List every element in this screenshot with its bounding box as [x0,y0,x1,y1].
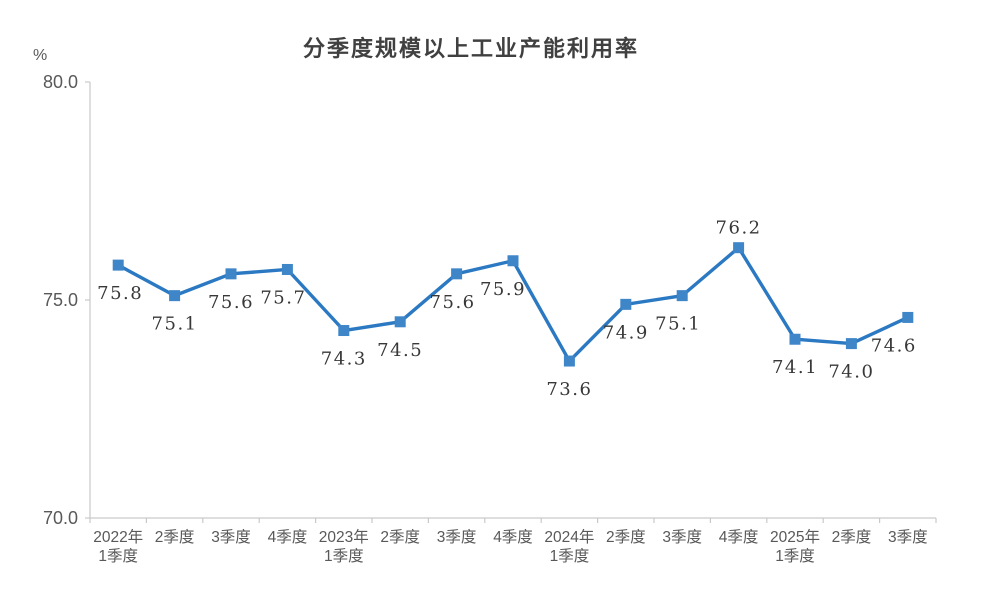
data-point-marker [112,259,124,271]
data-point-label: 74.1 [772,357,818,378]
data-point-label: 74.0 [828,362,874,383]
data-point-label: 74.5 [377,340,423,361]
data-point-marker [789,333,801,345]
data-point-marker [169,290,181,302]
y-tick-label: 75.0 [43,290,78,310]
x-tick-label: 3季度 [662,528,702,546]
data-point-marker [845,338,857,350]
x-tick-label: 3季度 [888,528,928,546]
x-tick-label: 4季度 [268,528,308,546]
y-axis-unit-label: % [33,47,48,64]
data-point-label: 76.2 [716,218,762,239]
y-tick-label: 80.0 [43,72,78,92]
data-point-marker [338,325,350,337]
x-tick-label: 2023年 1季度 [319,528,369,565]
chart-title: 分季度规模以上工业产能利用率 [302,36,639,61]
x-tick-label: 2季度 [380,528,420,546]
y-tick-label: 70.0 [43,508,78,528]
data-point-label: 75.8 [97,283,143,304]
x-tick-label: 2季度 [832,528,872,546]
data-point-label: 74.6 [871,335,917,356]
data-point-marker [733,242,745,254]
data-point-marker [507,255,519,267]
data-point-marker [451,268,463,280]
data-point-marker [394,316,406,328]
x-tick-label: 2024年 1季度 [544,528,594,565]
data-point-marker [281,263,293,275]
x-tick-label: 2季度 [606,528,646,546]
data-point-marker [902,311,914,323]
data-point-label: 75.1 [655,314,701,335]
data-point-label: 75.1 [152,314,198,335]
data-point-marker [225,268,237,280]
x-tick-label: 2025年 1季度 [770,528,820,565]
data-point-marker [620,298,632,310]
data-point-label: 74.9 [603,322,649,343]
data-point-label: 75.7 [260,287,306,308]
data-point-label: 74.3 [321,349,367,370]
data-point-marker [563,355,575,367]
x-tick-label: 4季度 [719,528,759,546]
x-tick-label: 3季度 [437,528,477,546]
data-point-label: 75.9 [480,279,526,300]
data-point-label: 75.6 [430,292,476,313]
data-point-marker [676,290,688,302]
data-point-label: 75.6 [208,292,254,313]
data-point-label: 73.6 [546,379,592,400]
x-tick-label: 2022年 1季度 [93,528,143,565]
x-tick-label: 2季度 [155,528,195,546]
x-tick-label: 3季度 [211,528,251,546]
x-tick-label: 4季度 [493,528,533,546]
